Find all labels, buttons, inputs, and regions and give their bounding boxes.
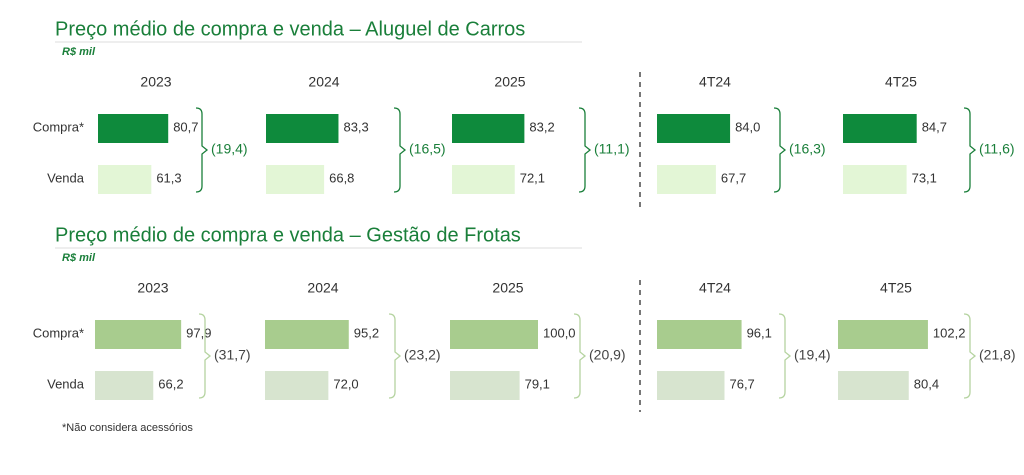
value-label: 67,7 — [721, 170, 746, 185]
bar — [843, 114, 917, 143]
value-label: 96,1 — [747, 325, 772, 340]
panel-title: Preço médio de compra e venda – Gestão d… — [55, 224, 521, 246]
category-label: Compra* — [33, 119, 84, 134]
value-label: 72,0 — [333, 376, 358, 391]
value-label: 84,0 — [735, 119, 760, 134]
value-label: 66,8 — [329, 170, 354, 185]
value-label: 80,7 — [173, 119, 198, 134]
bar — [838, 371, 909, 400]
difference-label: (11,6) — [979, 141, 1015, 157]
value-label: 100,0 — [543, 325, 576, 340]
value-label: 61,3 — [156, 170, 181, 185]
bar — [657, 320, 742, 349]
difference-label: (11,1) — [594, 141, 630, 157]
bar — [843, 165, 907, 194]
value-label: 80,4 — [914, 376, 939, 391]
bracket — [578, 107, 592, 193]
bar — [657, 165, 716, 194]
bar — [838, 320, 928, 349]
bar — [95, 371, 154, 400]
difference-label: (16,5) — [409, 141, 446, 157]
bar — [98, 165, 152, 194]
bracket — [778, 313, 792, 399]
bar — [266, 165, 325, 194]
bracket — [198, 313, 212, 399]
bracket — [963, 107, 977, 193]
group-label: 2025 — [492, 280, 523, 296]
group-label: 4T25 — [880, 280, 912, 296]
bar — [450, 371, 520, 400]
panel-title: Preço médio de compra e venda – Aluguel … — [55, 18, 525, 40]
bracket — [393, 107, 407, 193]
bar — [95, 320, 182, 349]
value-label: 97,9 — [186, 325, 211, 340]
bracket — [195, 107, 209, 193]
difference-label: (19,4) — [211, 141, 248, 157]
bar — [266, 114, 339, 143]
value-label: 84,7 — [922, 119, 947, 134]
value-label: 72,1 — [520, 170, 545, 185]
bracket — [573, 313, 587, 399]
value-label: 66,2 — [158, 376, 183, 391]
category-label: Venda — [47, 376, 85, 391]
bar — [265, 371, 329, 400]
value-label: 95,2 — [354, 325, 379, 340]
value-label: 83,3 — [343, 119, 368, 134]
bracket — [773, 107, 787, 193]
group-label: 4T25 — [885, 74, 917, 90]
group-label: 2024 — [308, 74, 339, 90]
difference-label: (20,9) — [589, 347, 626, 363]
footnote: *Não considera acessórios — [62, 422, 193, 434]
bar — [657, 114, 731, 143]
difference-label: (31,7) — [214, 347, 251, 363]
difference-label: (23,2) — [404, 347, 441, 363]
value-label: 76,7 — [729, 376, 754, 391]
bar — [265, 320, 349, 349]
unit-label: R$ mil — [62, 252, 96, 264]
bar — [452, 114, 525, 143]
value-label: 73,1 — [912, 170, 937, 185]
group-label: 4T24 — [699, 280, 731, 296]
category-label: Venda — [47, 170, 85, 185]
group-label: 4T24 — [699, 74, 731, 90]
bar — [452, 165, 515, 194]
group-label: 2024 — [307, 280, 338, 296]
value-label: 83,2 — [529, 119, 554, 134]
category-label: Compra* — [33, 325, 84, 340]
group-label: 2023 — [140, 74, 171, 90]
bar — [98, 114, 169, 143]
bracket — [388, 313, 402, 399]
bracket — [963, 313, 977, 399]
bar — [657, 371, 725, 400]
unit-label: R$ mil — [62, 46, 96, 58]
difference-label: (19,4) — [794, 347, 831, 363]
bar — [450, 320, 538, 349]
value-label: 79,1 — [525, 376, 550, 391]
group-label: 2023 — [137, 280, 168, 296]
difference-label: (21,8) — [979, 347, 1016, 363]
difference-label: (16,3) — [789, 141, 826, 157]
group-label: 2025 — [494, 74, 525, 90]
value-label: 102,2 — [933, 325, 966, 340]
